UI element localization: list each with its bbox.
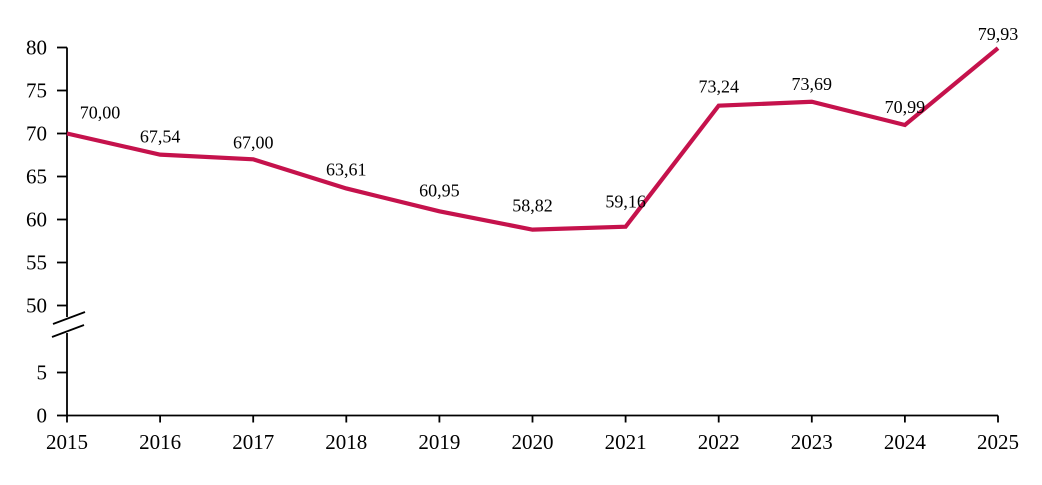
y-tick-label: 55 [26, 251, 47, 275]
x-tick-label: 2020 [512, 430, 554, 454]
x-tick-label: 2018 [325, 430, 367, 454]
point-value-label: 79,93 [978, 24, 1019, 44]
y-tick-label: 80 [26, 36, 47, 60]
axis-break-slash-icon [52, 311, 86, 325]
x-tick-label: 2024 [884, 430, 927, 454]
x-tick-label: 2017 [232, 430, 274, 454]
point-value-label: 63,61 [326, 159, 367, 179]
axis-break-slash-icon [51, 324, 85, 338]
point-value-label: 58,82 [512, 196, 553, 216]
x-tick-label: 2019 [418, 430, 460, 454]
x-tick-label: 2015 [46, 430, 88, 454]
point-value-label: 67,00 [233, 132, 274, 152]
x-tick-label: 2025 [977, 430, 1019, 454]
y-tick-label: 65 [26, 165, 47, 189]
point-value-label: 60,95 [419, 180, 460, 200]
y-tick-label: 70 [26, 122, 47, 146]
x-tick-label: 2022 [698, 430, 740, 454]
point-value-label: 73,24 [698, 77, 739, 97]
series-line [66, 46, 1000, 232]
y-tick-label: 50 [26, 294, 47, 318]
point-value-label: 70,00 [80, 103, 121, 123]
y-tick-label: 75 [26, 79, 47, 103]
x-tick-label: 2021 [605, 430, 647, 454]
point-value-label: 67,54 [140, 127, 181, 147]
point-value-label: 73,69 [792, 74, 833, 94]
x-tick-label: 2023 [791, 430, 833, 454]
x-tick-label: 2016 [139, 430, 181, 454]
y-tick-label: 5 [37, 361, 48, 385]
y-tick-label: 0 [37, 404, 48, 428]
y-tick-label: 60 [26, 208, 47, 232]
point-value-label: 59,16 [605, 192, 646, 212]
point-value-label: 70,99 [885, 97, 926, 117]
